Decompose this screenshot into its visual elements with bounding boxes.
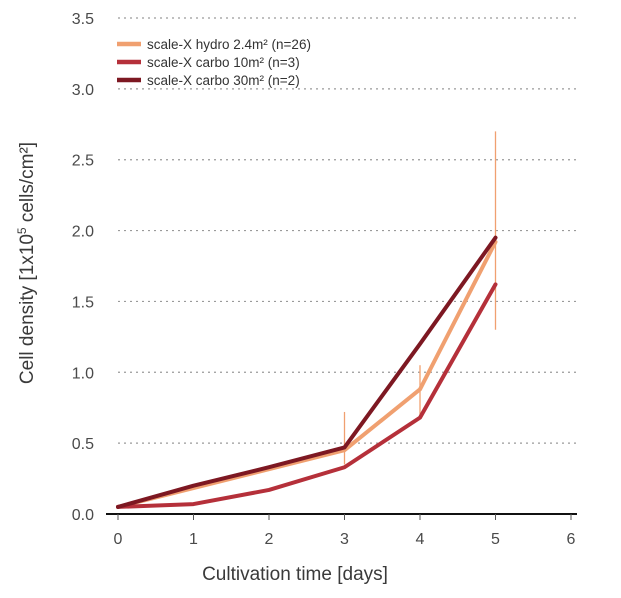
- x-tick-label: 0: [114, 531, 123, 548]
- x-tick-label: 4: [416, 531, 425, 548]
- y-axis-title-part-1: Cell density [1x10: [17, 234, 38, 384]
- x-tick-label: 3: [340, 531, 349, 548]
- x-tick-label: 6: [567, 531, 576, 548]
- series-line-1: [116, 239, 498, 509]
- legend-label: scale-X hydro 2.4m² (n=26): [147, 37, 311, 52]
- x-tick-label: 2: [265, 531, 274, 548]
- series-line-2: [116, 282, 498, 509]
- x-tick-label: 1: [189, 531, 198, 548]
- y-tick-label: 1.5: [72, 294, 94, 311]
- axes: 0.0 0.5 1.0 1.5 2.0 2.5 3.0 3.5 0 1 2 3 4 5 6: [72, 11, 577, 548]
- x-tick-label: 5: [491, 531, 500, 548]
- y-axis-title: Cell density [1x105 cells/cm²]: [15, 142, 38, 384]
- y-tick-label: 1.0: [72, 365, 94, 382]
- y-axis-title-part-2: cells/cm²]: [17, 142, 38, 228]
- y-tick-label: 2.5: [72, 153, 94, 170]
- y-tick-label: 2.0: [72, 224, 94, 241]
- series-lines: [116, 235, 498, 509]
- legend-label: scale-X carbo 10m² (n=3): [147, 55, 300, 70]
- y-tick-label: 3.5: [72, 11, 94, 28]
- series-line-3: [116, 235, 498, 509]
- y-tick-label: 0.0: [72, 507, 94, 524]
- y-tick-label: 3.0: [72, 82, 94, 99]
- legend: scale-X hydro 2.4m² (n=26) scale-X carbo …: [117, 37, 311, 88]
- y-axis-title-superscript: 5: [15, 227, 29, 234]
- x-axis-title: Cultivation time [days]: [202, 564, 388, 585]
- legend-label: scale-X carbo 30m² (n=2): [147, 73, 300, 88]
- y-tick-label: 0.5: [72, 436, 94, 453]
